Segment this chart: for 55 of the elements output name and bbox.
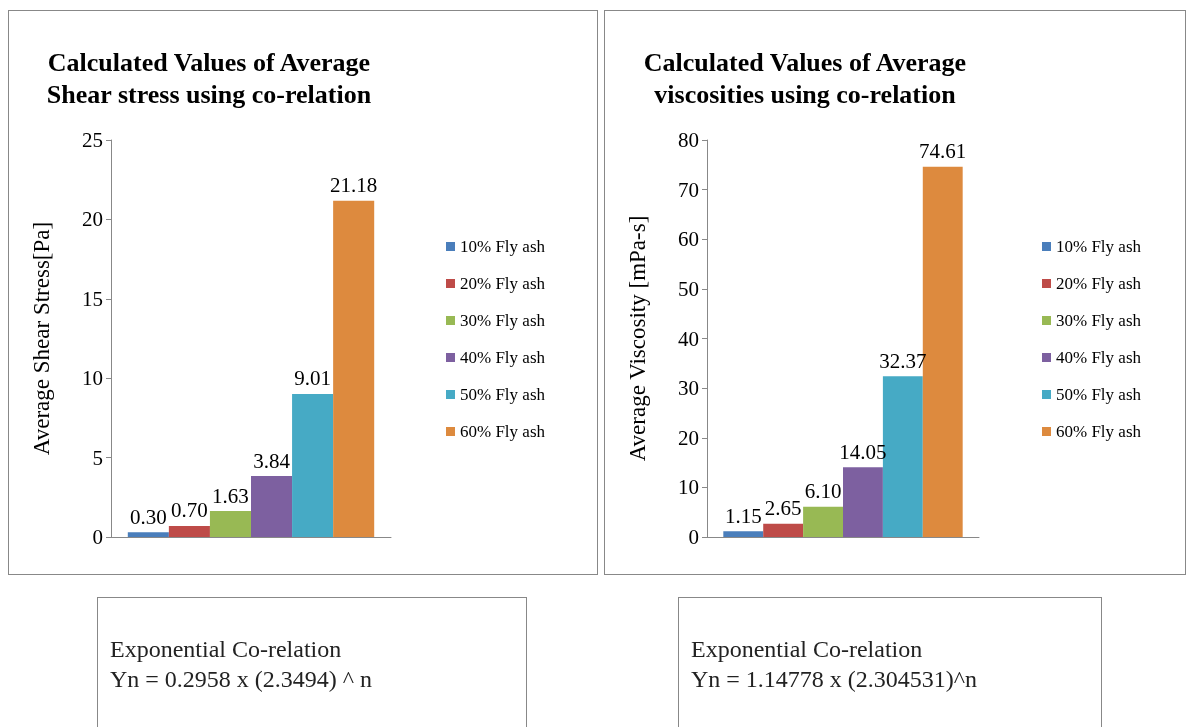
data-label: 2.65 (764, 496, 802, 521)
y-tick-label: 50 (678, 276, 699, 301)
data-label: 1.15 (724, 503, 762, 528)
y-tick-label: 15 (82, 286, 103, 311)
y-tick-label: 5 (92, 445, 103, 470)
data-label: 1.63 (212, 483, 249, 508)
text: Exponential Co-relation (110, 635, 343, 664)
legend-label: 50% Fly ash (1056, 385, 1142, 404)
text: Yn = 0.2958 x (2.3494) ^ n (110, 665, 374, 694)
y-tick-label: 0 (92, 525, 103, 549)
legend-label: 30% Fly ash (460, 311, 546, 330)
y-tick-label: 20 (678, 425, 699, 450)
text: Yn = 1.14778 x (2.304531)^n (691, 665, 979, 694)
y-tick-label: 60 (678, 227, 699, 252)
y-tick-label: 70 (678, 177, 699, 202)
y-tick-label: 0 (688, 525, 699, 549)
y-tick-label: 40 (678, 326, 699, 351)
data-label: 3.84 (253, 448, 291, 473)
bar (763, 523, 804, 537)
chart-title: Calculated Values of Average Shear stress using co-relation (46, 47, 372, 109)
legend-label: 10% Fly ash (1056, 237, 1142, 256)
y-tick-label: 10 (82, 366, 103, 391)
y-axis-title: Average Viscosity [mPa-s] (625, 215, 650, 462)
y-tick-label: 25 (82, 128, 103, 152)
legend-label: 30% Fly ash (1056, 311, 1142, 330)
bar (292, 393, 334, 537)
y-tick-label: 30 (678, 376, 699, 401)
legend-label: 20% Fly ash (1056, 274, 1142, 293)
legend-label: 20% Fly ash (460, 274, 546, 293)
legend-label: 40% Fly ash (1056, 348, 1142, 367)
text: Exponential Co-relation (691, 635, 924, 664)
bar (803, 506, 843, 537)
bar (723, 531, 764, 537)
data-label: 6.10 (804, 479, 842, 504)
bar (168, 525, 210, 537)
data-label: 0.70 (171, 498, 208, 523)
legend-label: 10% Fly ash (460, 237, 546, 256)
bar (209, 511, 251, 537)
legend-label: 40% Fly ash (460, 348, 546, 367)
bar (251, 476, 293, 537)
bar (127, 532, 169, 537)
y-tick-label: 80 (678, 128, 699, 152)
chart-title: Calculated Values of Average viscosities using co-relation (643, 47, 967, 109)
legend-label: 60% Fly ash (460, 422, 546, 441)
legend-label: 60% Fly ash (1056, 422, 1142, 441)
data-label: 74.61 (919, 139, 967, 164)
y-axis-title: Average Shear Stress[Pa] (29, 221, 54, 456)
legend-label: 50% Fly ash (460, 385, 546, 404)
data-label: 9.01 (294, 366, 331, 391)
bar (333, 200, 375, 537)
data-label: 21.18 (330, 173, 378, 198)
data-label: 0.30 (129, 504, 167, 529)
y-tick-label: 10 (678, 475, 699, 500)
y-tick-label: 20 (82, 207, 103, 232)
bar (843, 467, 883, 537)
